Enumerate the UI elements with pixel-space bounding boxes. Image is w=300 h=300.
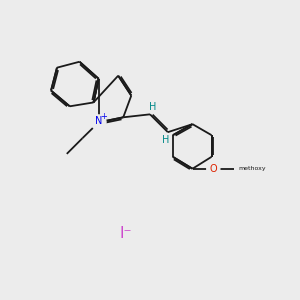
Circle shape [91, 115, 106, 130]
Text: methoxy: methoxy [238, 166, 266, 171]
Text: H: H [149, 102, 156, 112]
Text: N: N [95, 116, 102, 126]
Text: I⁻: I⁻ [120, 226, 133, 241]
Text: O: O [209, 164, 217, 174]
Text: H: H [162, 135, 169, 145]
Circle shape [207, 162, 220, 175]
Text: +: + [100, 112, 107, 121]
